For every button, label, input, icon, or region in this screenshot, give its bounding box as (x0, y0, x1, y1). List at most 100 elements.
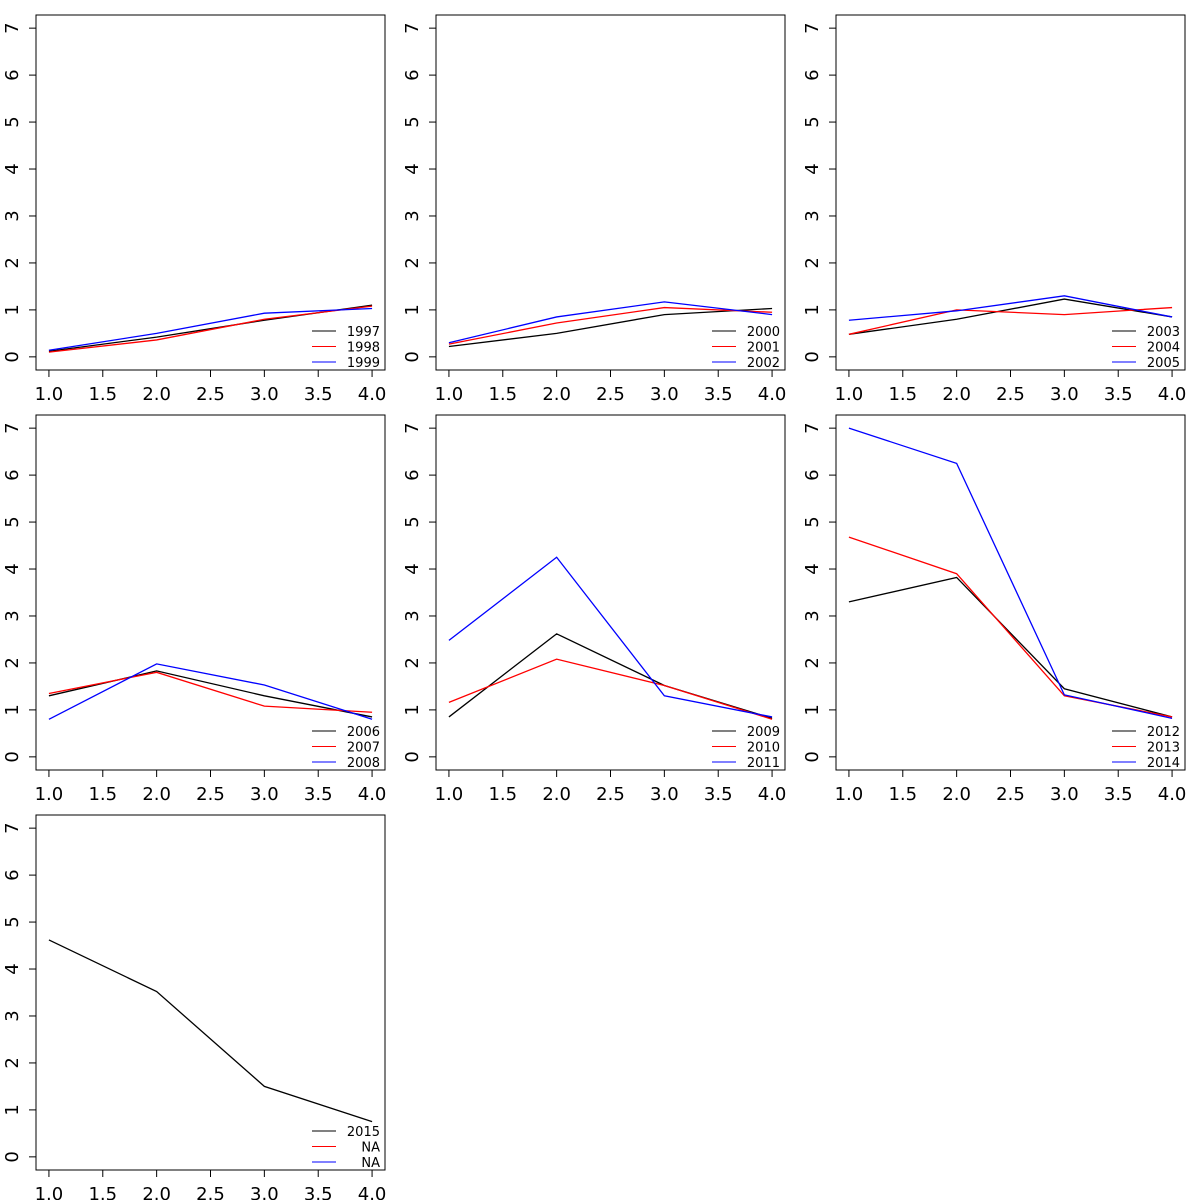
y-tick-label: 4 (2, 563, 23, 574)
y-tick-label: 3 (2, 610, 23, 621)
legend-label: NA (361, 1141, 380, 1156)
series-line (48, 663, 373, 720)
plot-frame (435, 14, 786, 371)
panel: 1.0 1.5 2.0 2.5 3.0 3.5 4.0 0 1 2 3 4 5 6 7 20062007200… (2, 414, 386, 805)
x-tick-label: 2.0 (542, 384, 571, 405)
y-tick-label: 2 (802, 657, 823, 668)
legend-label: 2009 (747, 725, 780, 740)
y-tick-label: 6 (2, 469, 23, 480)
y-tick-label: 4 (2, 163, 23, 174)
x-tick-label: 2.0 (142, 784, 171, 805)
legend-label: 2004 (1147, 341, 1180, 356)
y-tick-label: 5 (2, 916, 23, 927)
legend-label: 2001 (747, 341, 780, 356)
x-tick-label: 4.0 (358, 1184, 387, 1200)
y-tick-label: 1 (802, 304, 823, 315)
legend-label: 2003 (1147, 325, 1180, 340)
y-tick-label: 0 (402, 351, 423, 362)
y-tick-label: 0 (802, 751, 823, 762)
x-tick-label: 3.0 (1050, 784, 1079, 805)
y-tick-label: 3 (802, 610, 823, 621)
y-tick-label: 7 (2, 22, 23, 33)
series-line (48, 305, 373, 353)
x-tick-label: 4.0 (1158, 384, 1187, 405)
panel: 1.0 1.5 2.0 2.5 3.0 3.5 4.0 0 1 2 3 4 5 6 7 19971998199… (2, 14, 386, 405)
x-tick-label: 3.5 (704, 784, 733, 805)
x-tick-label: 2.0 (142, 1184, 171, 1200)
legend-label: 2007 (347, 741, 380, 756)
y-tick-label: 3 (2, 1010, 23, 1021)
y-tick-label: 7 (802, 422, 823, 433)
series-line (848, 306, 1173, 335)
x-tick-label: 3.0 (250, 784, 279, 805)
y-tick-label: 7 (2, 422, 23, 433)
x-tick-label: 1.5 (88, 1184, 117, 1200)
y-tick-label: 4 (402, 563, 423, 574)
y-tick-label: 5 (802, 116, 823, 127)
x-tick-label: 3.5 (304, 784, 333, 805)
panel: 1.0 1.5 2.0 2.5 3.0 3.5 4.0 0 1 2 3 4 5 6 7 20002001200… (402, 14, 786, 405)
series-line (48, 307, 373, 351)
x-tick-label: 1.0 (835, 384, 864, 405)
legend-label: 2000 (747, 325, 780, 340)
x-tick-label: 2.5 (196, 1184, 225, 1200)
legend-label: 2008 (347, 756, 380, 771)
x-tick-label: 1.0 (35, 1184, 64, 1200)
y-tick-label: 7 (2, 822, 23, 833)
plot-frame (35, 414, 386, 771)
legend-label: 1998 (347, 341, 380, 356)
x-tick-label: 1.0 (35, 384, 64, 405)
series-line (848, 427, 1173, 719)
series-line (848, 576, 1173, 718)
series-line (448, 633, 773, 719)
legend-label: 2011 (747, 756, 780, 771)
y-tick-label: 4 (802, 563, 823, 574)
y-tick-label: 5 (802, 516, 823, 527)
legend-label: 1999 (347, 356, 380, 371)
series-line (48, 671, 373, 713)
y-tick-label: 4 (402, 163, 423, 174)
y-tick-label: 0 (2, 351, 23, 362)
series-line (48, 939, 373, 1123)
panel: 1.0 1.5 2.0 2.5 3.0 3.5 4.0 0 1 2 3 4 5 6 7 20122013201… (802, 414, 1187, 805)
x-tick-label: 1.5 (88, 384, 117, 405)
plot-frame (35, 14, 386, 371)
y-tick-label: 6 (802, 469, 823, 480)
x-tick-label: 2.5 (196, 784, 225, 805)
y-tick-label: 1 (2, 304, 23, 315)
panel: 1.0 1.5 2.0 2.5 3.0 3.5 4.0 0 1 2 3 4 5 6 7 20092010201… (402, 414, 787, 805)
legend-label: 2012 (1147, 725, 1180, 740)
x-tick-label: 2.5 (596, 784, 625, 805)
y-tick-label: 2 (2, 657, 23, 668)
x-tick-label: 1.5 (488, 784, 517, 805)
y-tick-label: 2 (402, 657, 423, 668)
y-tick-label: 7 (802, 22, 823, 33)
legend-label: 2010 (747, 741, 780, 756)
y-tick-label: 6 (402, 69, 423, 80)
x-tick-label: 1.0 (35, 784, 64, 805)
legend-label: 2013 (1147, 741, 1180, 756)
x-tick-label: 2.0 (542, 784, 571, 805)
x-tick-label: 3.0 (250, 384, 279, 405)
y-tick-label: 4 (802, 163, 823, 174)
y-tick-label: 1 (802, 704, 823, 715)
x-tick-label: 3.0 (1050, 384, 1079, 405)
x-tick-label: 3.5 (304, 1184, 333, 1200)
series-line (848, 536, 1173, 718)
x-tick-label: 2.5 (196, 384, 225, 405)
y-tick-label: 6 (2, 69, 23, 80)
x-tick-label: 1.0 (435, 784, 464, 805)
y-tick-label: 2 (2, 257, 23, 268)
series-line (448, 556, 773, 718)
x-tick-label: 1.5 (888, 384, 917, 405)
x-tick-label: 1.0 (835, 784, 864, 805)
x-tick-label: 4.0 (1158, 784, 1187, 805)
legend-label: 2014 (1147, 756, 1180, 771)
x-tick-label: 2.5 (996, 784, 1025, 805)
y-tick-label: 0 (402, 751, 423, 762)
y-tick-label: 2 (2, 1057, 23, 1068)
x-tick-label: 4.0 (758, 784, 787, 805)
series-line (448, 307, 773, 348)
y-tick-label: 1 (402, 704, 423, 715)
y-tick-label: 4 (2, 963, 23, 974)
